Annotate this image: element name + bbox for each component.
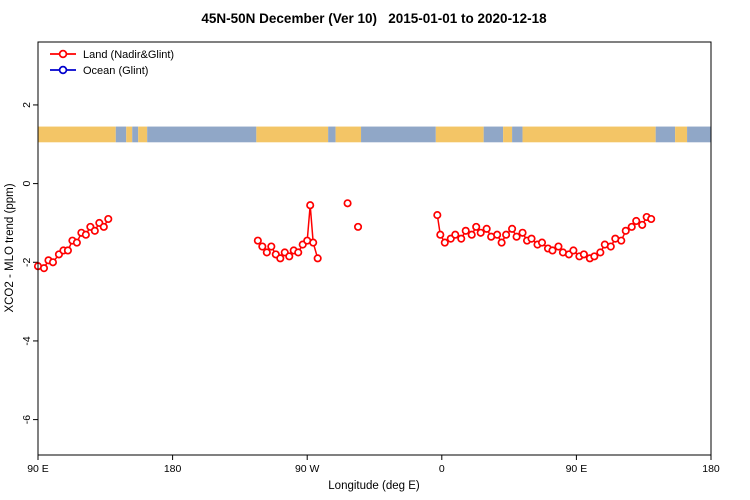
data-point [476, 228, 485, 237]
map-band-segment-ocean [512, 126, 523, 143]
x-axis-label: Longitude (deg E) [328, 480, 420, 492]
data-point [276, 254, 285, 263]
data-point [48, 258, 58, 267]
data-point [461, 226, 470, 235]
legend-entry-land: Land (Nadir&Glint) [50, 49, 174, 61]
map-band-segment-land [335, 126, 362, 143]
map-band-segment-land [503, 126, 513, 143]
map-band-segment-ocean [328, 126, 336, 143]
y-tick-label: 0 [21, 181, 33, 187]
map-band-segment-ocean [687, 126, 711, 143]
data-point [63, 246, 72, 255]
data-point [457, 234, 466, 243]
data-point [497, 238, 506, 247]
legend-label-land: Land (Nadir&Glint) [83, 49, 174, 61]
data-point [353, 222, 363, 231]
data-point [104, 214, 113, 224]
y-axis-label: XCO2 - MLO trend (ppm) [4, 183, 16, 312]
data-point [343, 199, 352, 208]
data-point [493, 230, 502, 239]
x-tick-label: 180 [702, 463, 720, 475]
map-band-segment-land [522, 126, 656, 143]
data-point [440, 238, 449, 247]
series-land-nadir-glint- [33, 199, 656, 273]
legend-label-ocean: Ocean (Glint) [83, 65, 148, 77]
x-tick-label: 0 [439, 463, 445, 475]
data-point [72, 238, 81, 247]
data-point [451, 230, 460, 239]
data-point [518, 228, 527, 237]
map-band-segment-ocean [115, 126, 127, 143]
data-point [527, 234, 536, 243]
data-point [579, 250, 588, 259]
data-point [467, 230, 476, 239]
data-point [313, 254, 322, 263]
data-point [512, 232, 521, 241]
data-point [262, 248, 271, 257]
data-point [258, 242, 267, 251]
x-tick-label: 180 [164, 463, 182, 475]
data-point [638, 220, 647, 229]
chart-title: 45N-50N December (Ver 10) 2015-01-01 to … [201, 11, 547, 26]
data-point [472, 222, 481, 231]
y-tick-label: -6 [21, 415, 33, 424]
map-band-segment-land [435, 126, 484, 143]
x-tick-label: 90 W [295, 463, 320, 475]
data-point [482, 224, 491, 233]
data-point [632, 216, 641, 226]
data-point [537, 238, 547, 247]
data-point [81, 230, 90, 239]
data-point [606, 242, 615, 251]
map-band-segment-land [38, 126, 116, 143]
y-tick-label: 2 [21, 102, 33, 108]
data-point [596, 248, 605, 257]
map-band-segment-ocean [147, 126, 257, 143]
y-tick-label: -2 [21, 257, 33, 266]
legend-marker-ocean-icon [58, 65, 68, 75]
data-point [621, 226, 630, 235]
data-point [294, 248, 303, 257]
map-band-segment-ocean [361, 126, 436, 143]
data-point [306, 201, 315, 210]
data-point [285, 252, 294, 261]
data-point [253, 236, 262, 245]
axis-ticks: 90 E 180 90 W 0 90 E 180 2 0 -2 -4 -6 [21, 102, 720, 475]
legend: Land (Nadir&Glint) Ocean (Glint) [50, 49, 174, 77]
x-tick-label: 90 E [566, 463, 588, 475]
data-point [433, 211, 442, 220]
data-point [627, 222, 636, 231]
map-band-segment-ocean [655, 126, 676, 143]
y-tick-label: -4 [21, 336, 33, 345]
data-point [39, 264, 49, 273]
legend-marker-land-icon [58, 49, 68, 59]
data-point [267, 242, 276, 251]
data-point [569, 246, 578, 255]
data-point [590, 252, 599, 261]
plot-layers: 90 E 180 90 W 0 90 E 180 2 0 -2 -4 -6 [21, 102, 720, 475]
legend-entry-ocean: Ocean (Glint) [50, 65, 148, 77]
data-point [508, 224, 517, 233]
x-tick-label: 90 E [27, 463, 49, 475]
data-point [548, 246, 557, 255]
plot-border [37, 41, 712, 456]
data-point [436, 230, 445, 239]
data-point [554, 242, 563, 251]
data-point [617, 236, 626, 245]
data-point [309, 238, 318, 247]
data-point [90, 226, 99, 235]
map-band [38, 126, 711, 143]
map-band-segment-ocean [132, 126, 139, 143]
map-band-segment-land [138, 126, 148, 143]
map-band-segment-land [675, 126, 688, 143]
data-point [99, 222, 108, 231]
data-point [647, 214, 656, 224]
map-band-segment-land [256, 126, 329, 143]
map-band-segment-land [126, 126, 133, 143]
map-band-segment-ocean [483, 126, 504, 143]
data-point [502, 230, 511, 239]
